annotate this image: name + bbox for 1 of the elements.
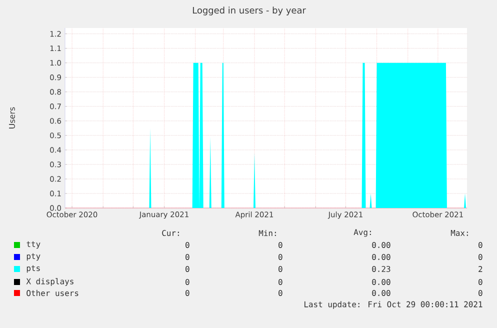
chart-title: Logged in users - by year	[192, 6, 306, 16]
